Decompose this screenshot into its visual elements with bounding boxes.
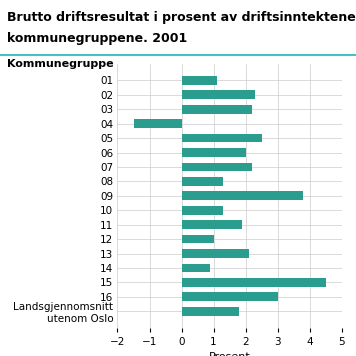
Text: Brutto driftsresultat i prosent av driftsinntektene for: Brutto driftsresultat i prosent av drift…	[7, 11, 356, 24]
Bar	[182, 134, 262, 142]
Bar	[182, 278, 326, 287]
Bar	[134, 119, 182, 128]
Bar	[182, 148, 246, 157]
Bar	[182, 307, 239, 315]
Bar	[182, 235, 214, 244]
Bar	[182, 192, 303, 200]
Bar	[182, 177, 223, 186]
Bar	[182, 163, 252, 171]
Bar	[182, 90, 255, 99]
Bar	[182, 249, 249, 258]
X-axis label: Prosent: Prosent	[209, 352, 251, 356]
Text: Kommunegruppe: Kommunegruppe	[7, 59, 114, 69]
Text: kommunegruppene. 2001: kommunegruppene. 2001	[7, 32, 187, 45]
Bar	[182, 206, 223, 215]
Bar	[182, 220, 242, 229]
Bar	[182, 76, 217, 85]
Bar	[182, 105, 252, 114]
Bar	[182, 293, 278, 301]
Bar	[182, 263, 210, 272]
